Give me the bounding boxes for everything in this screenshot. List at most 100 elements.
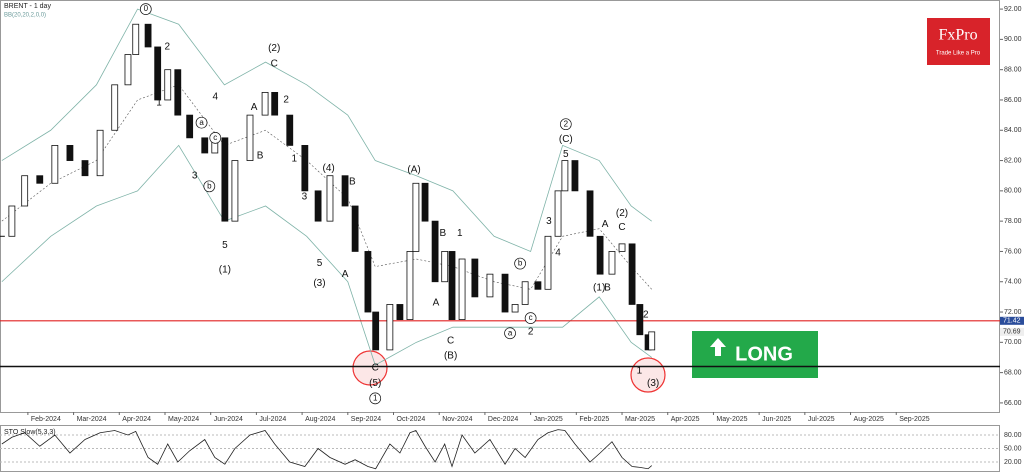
main-frame	[0, 0, 1000, 413]
candle	[186, 114, 194, 139]
candle	[628, 243, 636, 305]
candle	[246, 114, 254, 161]
y-tick-label: 92.00	[1004, 6, 1022, 13]
band-upper	[1, 8, 652, 252]
candle	[636, 304, 644, 336]
wave-label: (A)	[407, 164, 420, 175]
candle	[511, 304, 519, 313]
candle	[608, 251, 616, 275]
candle	[618, 243, 626, 252]
last-price-label: 70.69	[1003, 329, 1021, 336]
y-tick-label: 78.00	[1004, 218, 1022, 225]
wave-circle	[209, 131, 222, 144]
wave-label: 1	[457, 228, 463, 239]
x-tick-label: Jul-2025	[808, 416, 835, 423]
wave-label: B	[604, 282, 611, 293]
up-arrow	[710, 338, 726, 356]
candle	[301, 145, 309, 192]
candle	[441, 251, 449, 283]
candle	[144, 23, 152, 48]
x-tick-label: May-2024	[168, 416, 199, 423]
y-tick-label: 80.00	[1004, 188, 1022, 195]
wave-label: A	[433, 298, 440, 309]
x-tick-label: Apr-2025	[671, 416, 700, 423]
candle	[471, 258, 479, 298]
y-tick-label: 82.00	[1004, 157, 1022, 164]
candle	[154, 46, 162, 101]
wave-label: (3)	[647, 378, 659, 389]
candle	[81, 160, 89, 177]
y-tick-label: 76.00	[1004, 248, 1022, 255]
x-tick-label: Apr-2024	[122, 416, 151, 423]
candle	[124, 54, 132, 86]
candle	[341, 175, 349, 207]
candle	[431, 220, 439, 283]
wave-label: 1	[373, 393, 378, 402]
wave-label: a	[199, 118, 204, 127]
x-tick-label: Mar-2024	[77, 416, 107, 423]
y-tick-label: 72.00	[1004, 309, 1022, 316]
wave-circle	[514, 257, 526, 270]
resistance-tag	[1000, 316, 1024, 325]
wave-label: 5	[222, 240, 228, 251]
candle	[544, 235, 552, 290]
wave-label: 1	[292, 154, 298, 165]
wave-label: b	[207, 181, 212, 190]
signal-box	[692, 331, 818, 378]
wave-label: 4	[212, 92, 218, 103]
wave-label: 4	[555, 248, 561, 259]
candle	[174, 69, 182, 116]
candle	[372, 311, 380, 351]
x-tick-label: Jun-2024	[214, 416, 243, 423]
candle	[396, 304, 404, 321]
band-lower	[1, 144, 652, 366]
candle	[571, 160, 579, 192]
signal: LONG	[735, 343, 793, 365]
x-tick-label: Mar-2025	[625, 416, 655, 423]
y-tick-label: 70.00	[1004, 339, 1022, 346]
wave-label: b	[518, 259, 523, 268]
x-tick-label: Oct-2024	[397, 416, 426, 423]
x-tick-label: Nov-2024	[442, 416, 472, 423]
candle	[351, 205, 359, 252]
candle	[231, 160, 239, 222]
candle	[8, 205, 16, 237]
wave-label: c	[529, 313, 533, 322]
x-tick-label: May-2025	[716, 416, 747, 423]
y-tick-label: 88.00	[1004, 67, 1022, 74]
candle	[586, 190, 594, 237]
wave-circle	[139, 3, 152, 15]
wave-label: 5	[563, 149, 569, 160]
wave-label: 2	[528, 326, 534, 337]
x-tick-label: Sep-2025	[899, 416, 929, 423]
wave-label: C	[372, 363, 379, 374]
band-middle	[1, 84, 652, 290]
x-tick-label: Jul-2024	[259, 416, 286, 423]
candle	[111, 84, 119, 131]
x-tick-label: Sep-2024	[351, 416, 381, 423]
wave-label: (C)	[559, 134, 573, 145]
osc-tick-label: 80.00	[1004, 432, 1022, 439]
y-tick-label: 68.00	[1004, 369, 1022, 376]
candle	[221, 137, 229, 222]
candle	[501, 273, 509, 313]
x-tick-label: Jan-2025	[534, 416, 563, 423]
wave-label: 3	[192, 170, 198, 181]
x-tick-label: Jun-2025	[762, 416, 791, 423]
candle	[21, 175, 29, 207]
y-tick-label: 90.00	[1004, 36, 1022, 43]
wave-label: 3	[302, 192, 308, 203]
wave-circle	[524, 312, 537, 324]
slogan: Trade Like a Pro	[936, 51, 981, 57]
candle	[648, 331, 656, 351]
candle	[51, 145, 59, 184]
wave-circle	[203, 180, 216, 193]
candle	[521, 281, 529, 305]
x-tick-label: Feb-2024	[31, 416, 61, 423]
wave-label: (1)	[593, 282, 605, 293]
logo-box	[927, 18, 990, 65]
wave-label: (2)	[616, 208, 628, 219]
wave-label: (4)	[322, 163, 334, 174]
